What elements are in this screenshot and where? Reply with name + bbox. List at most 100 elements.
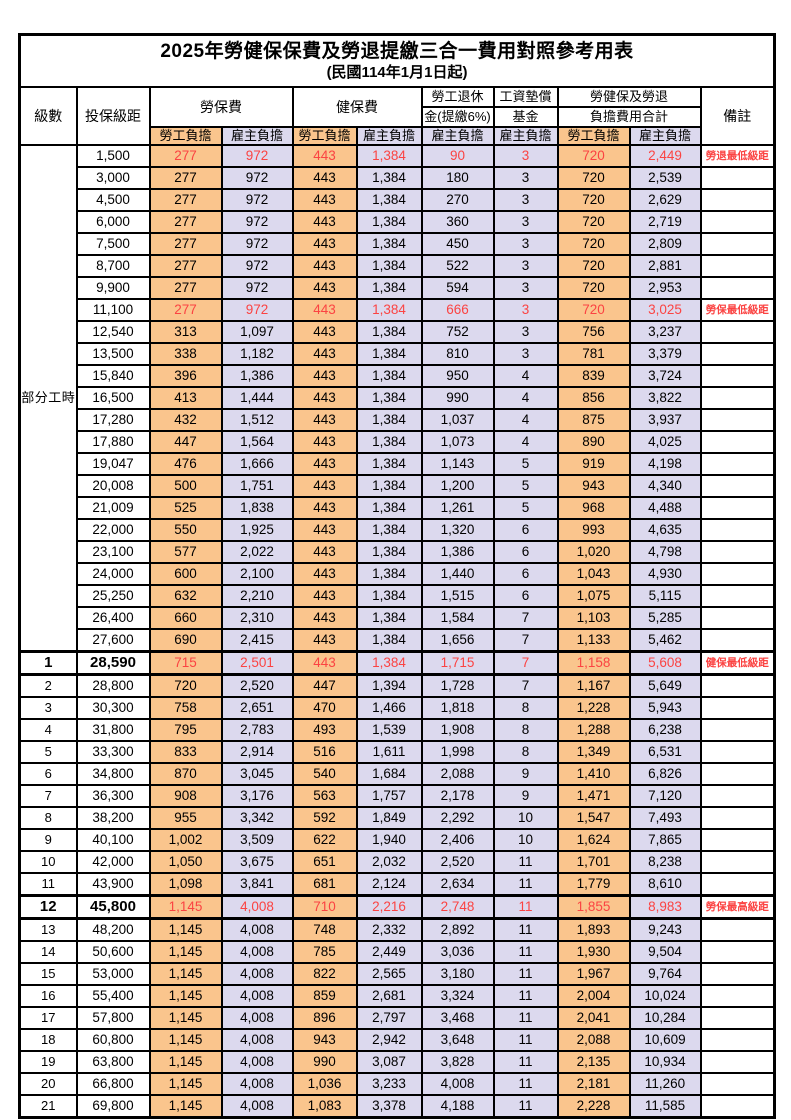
value-cell: 2,797: [355, 1006, 423, 1030]
value-cell: 1,564: [220, 430, 294, 454]
value-cell: 443: [291, 364, 358, 388]
value-cell: 9: [492, 784, 559, 808]
value-cell: 443: [291, 430, 358, 454]
value-cell: 4,008: [220, 1050, 294, 1074]
value-cell: 1,384: [355, 342, 423, 366]
note-cell: [699, 364, 776, 388]
value-cell: 2,449: [355, 940, 423, 964]
value-cell: 443: [291, 628, 358, 653]
value-cell: 5: [492, 496, 559, 520]
value-cell: 1,384: [355, 276, 423, 300]
bracket-cell: 20,008: [75, 474, 151, 498]
value-cell: 443: [291, 342, 358, 366]
note-cell: [699, 940, 776, 964]
header-total-line2: 負擔費用合計: [556, 106, 702, 128]
header-total-line1: 勞健保及勞退: [556, 86, 702, 108]
value-cell: 666: [420, 298, 495, 322]
table-row: 1 28,590 715 2,501 443 1,384 1,715 7 1,158 5,608 健…: [18, 650, 776, 676]
level-cell: 21: [18, 1094, 78, 1119]
value-cell: 413: [148, 386, 223, 410]
bracket-cell: 13,500: [75, 342, 151, 366]
value-cell: 1,036: [291, 1072, 358, 1096]
value-cell: 4,008: [220, 1028, 294, 1052]
value-cell: 11: [492, 1094, 559, 1119]
bracket-cell: 48,200: [75, 917, 151, 942]
value-cell: 10: [492, 828, 559, 852]
value-cell: 1,043: [556, 562, 631, 586]
note-cell: [699, 408, 776, 432]
note-cell: [699, 962, 776, 986]
value-cell: 4,198: [628, 452, 702, 476]
value-cell: 2,942: [355, 1028, 423, 1052]
value-cell: 4: [492, 386, 559, 410]
value-cell: 3: [492, 320, 559, 344]
value-cell: 2,415: [220, 628, 294, 653]
value-cell: 1,384: [355, 650, 423, 676]
value-cell: 540: [291, 762, 358, 786]
header-bracket: 投保級距: [75, 86, 151, 146]
table-row: 8,700 277 972 443 1,384 522 3 720 2,881: [20, 254, 776, 278]
value-cell: 1,925: [220, 518, 294, 542]
value-cell: 6,238: [628, 718, 702, 742]
premium-table: 2025年勞健保保費及勞退提繳三合一費用對照參考用表 (民國114年1月1日起)…: [18, 33, 777, 1119]
note-cell: [699, 718, 776, 742]
bracket-cell: 3,000: [75, 166, 151, 190]
value-cell: 2,332: [355, 917, 423, 942]
value-cell: 2,565: [355, 962, 423, 986]
note-cell: [699, 784, 776, 808]
bracket-cell: 40,100: [75, 828, 151, 852]
value-cell: 4: [492, 364, 559, 388]
bracket-cell: 21,009: [75, 496, 151, 520]
header-pension-line1: 勞工退休: [420, 86, 495, 108]
value-cell: 990: [420, 386, 495, 410]
value-cell: 1,143: [420, 452, 495, 476]
value-cell: 443: [291, 408, 358, 432]
value-cell: 443: [291, 320, 358, 344]
subheader-labor-employee: 勞工負擔: [148, 126, 223, 146]
value-cell: 9: [492, 762, 559, 786]
value-cell: 443: [291, 650, 358, 676]
value-cell: 3: [492, 342, 559, 366]
bracket-cell: 42,000: [75, 850, 151, 874]
value-cell: 2,953: [628, 276, 702, 300]
value-cell: 972: [220, 298, 294, 322]
value-cell: 2,719: [628, 210, 702, 234]
value-cell: 10,609: [628, 1028, 702, 1052]
value-cell: 443: [291, 606, 358, 630]
value-cell: 4,008: [220, 917, 294, 942]
value-cell: 943: [291, 1028, 358, 1052]
value-cell: 443: [291, 474, 358, 498]
value-cell: 577: [148, 540, 223, 564]
table-row: 13 48,200 1,145 4,008 748 2,332 2,892 11 1,893 9,…: [18, 917, 776, 942]
value-cell: 875: [556, 408, 631, 432]
value-cell: 443: [291, 540, 358, 564]
note-cell: [699, 342, 776, 366]
table-row: 11 43,900 1,098 3,841 681 2,124 2,634 11 1,779 8,…: [18, 872, 776, 897]
value-cell: 2,004: [556, 984, 631, 1008]
value-cell: 4,008: [220, 984, 294, 1008]
table-row: 10 42,000 1,050 3,675 651 2,032 2,520 11 1,701 8,…: [18, 850, 776, 874]
table-row: 6,000 277 972 443 1,384 360 3 720 2,719: [20, 210, 776, 234]
value-cell: 1,384: [355, 188, 423, 212]
note-cell: [699, 232, 776, 256]
value-cell: 4,635: [628, 518, 702, 542]
value-cell: 432: [148, 408, 223, 432]
value-cell: 1,097: [220, 320, 294, 344]
value-cell: 1,002: [148, 828, 223, 852]
value-cell: 443: [291, 144, 358, 168]
value-cell: 2,520: [420, 850, 495, 874]
note-cell: [699, 1072, 776, 1096]
bracket-cell: 24,000: [75, 562, 151, 586]
value-cell: 690: [148, 628, 223, 653]
table-row: 2 28,800 720 2,520 447 1,394 1,728 7 1,167 5,649: [18, 673, 776, 698]
value-cell: 1,440: [420, 562, 495, 586]
value-cell: 919: [556, 452, 631, 476]
subheader-labor-employer: 雇主負擔: [220, 126, 294, 146]
value-cell: 1,893: [556, 917, 631, 942]
note-cell: [699, 320, 776, 344]
level-cell: 3: [18, 696, 78, 720]
note-cell: [699, 496, 776, 520]
value-cell: 972: [220, 166, 294, 190]
value-cell: 6: [492, 518, 559, 542]
value-cell: 1,384: [355, 430, 423, 454]
